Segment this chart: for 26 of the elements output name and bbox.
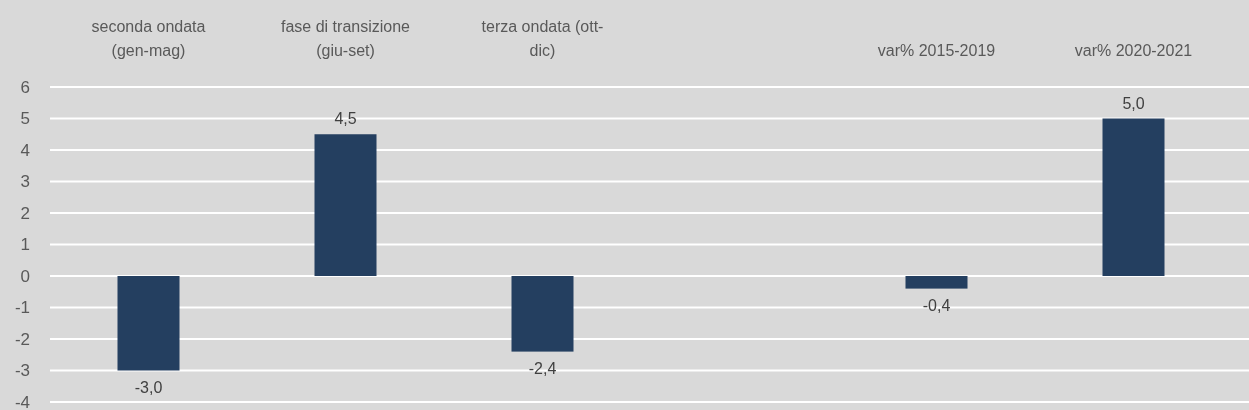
y-tick-label: -1 (14, 298, 30, 318)
data-label: -3,0 (134, 378, 163, 396)
y-tick-label: 5 (20, 109, 30, 129)
bar (905, 276, 968, 289)
bar (314, 134, 377, 276)
y-tick-label: 6 (20, 77, 30, 97)
y-tick-label: -4 (14, 392, 30, 410)
bar (511, 276, 574, 352)
data-label: -0,4 (922, 296, 951, 314)
y-tick-label: -2 (14, 329, 30, 349)
x-tick-label: var% 2020-2021 (1074, 42, 1193, 59)
y-tick-label: 2 (20, 203, 30, 223)
data-label: 5,0 (1122, 94, 1145, 112)
y-tick-label: 3 (20, 172, 30, 192)
bar (1102, 118, 1165, 276)
y-tick-label: 4 (20, 140, 30, 160)
y-tick-label: 0 (20, 266, 30, 286)
data-label: -2,4 (528, 359, 557, 377)
x-tick-label: fase di transizione (giu-set) (281, 18, 411, 59)
x-tick-label: seconda ondata (gen-mag) (91, 18, 206, 59)
y-tick-label: 1 (20, 235, 30, 255)
bar (117, 276, 180, 371)
data-label: 4,5 (334, 110, 357, 128)
y-tick-label: -3 (14, 361, 30, 381)
x-tick-label: var% 2015-2019 (877, 42, 996, 59)
x-tick-label: terza ondata (ott-dic) (481, 18, 604, 59)
